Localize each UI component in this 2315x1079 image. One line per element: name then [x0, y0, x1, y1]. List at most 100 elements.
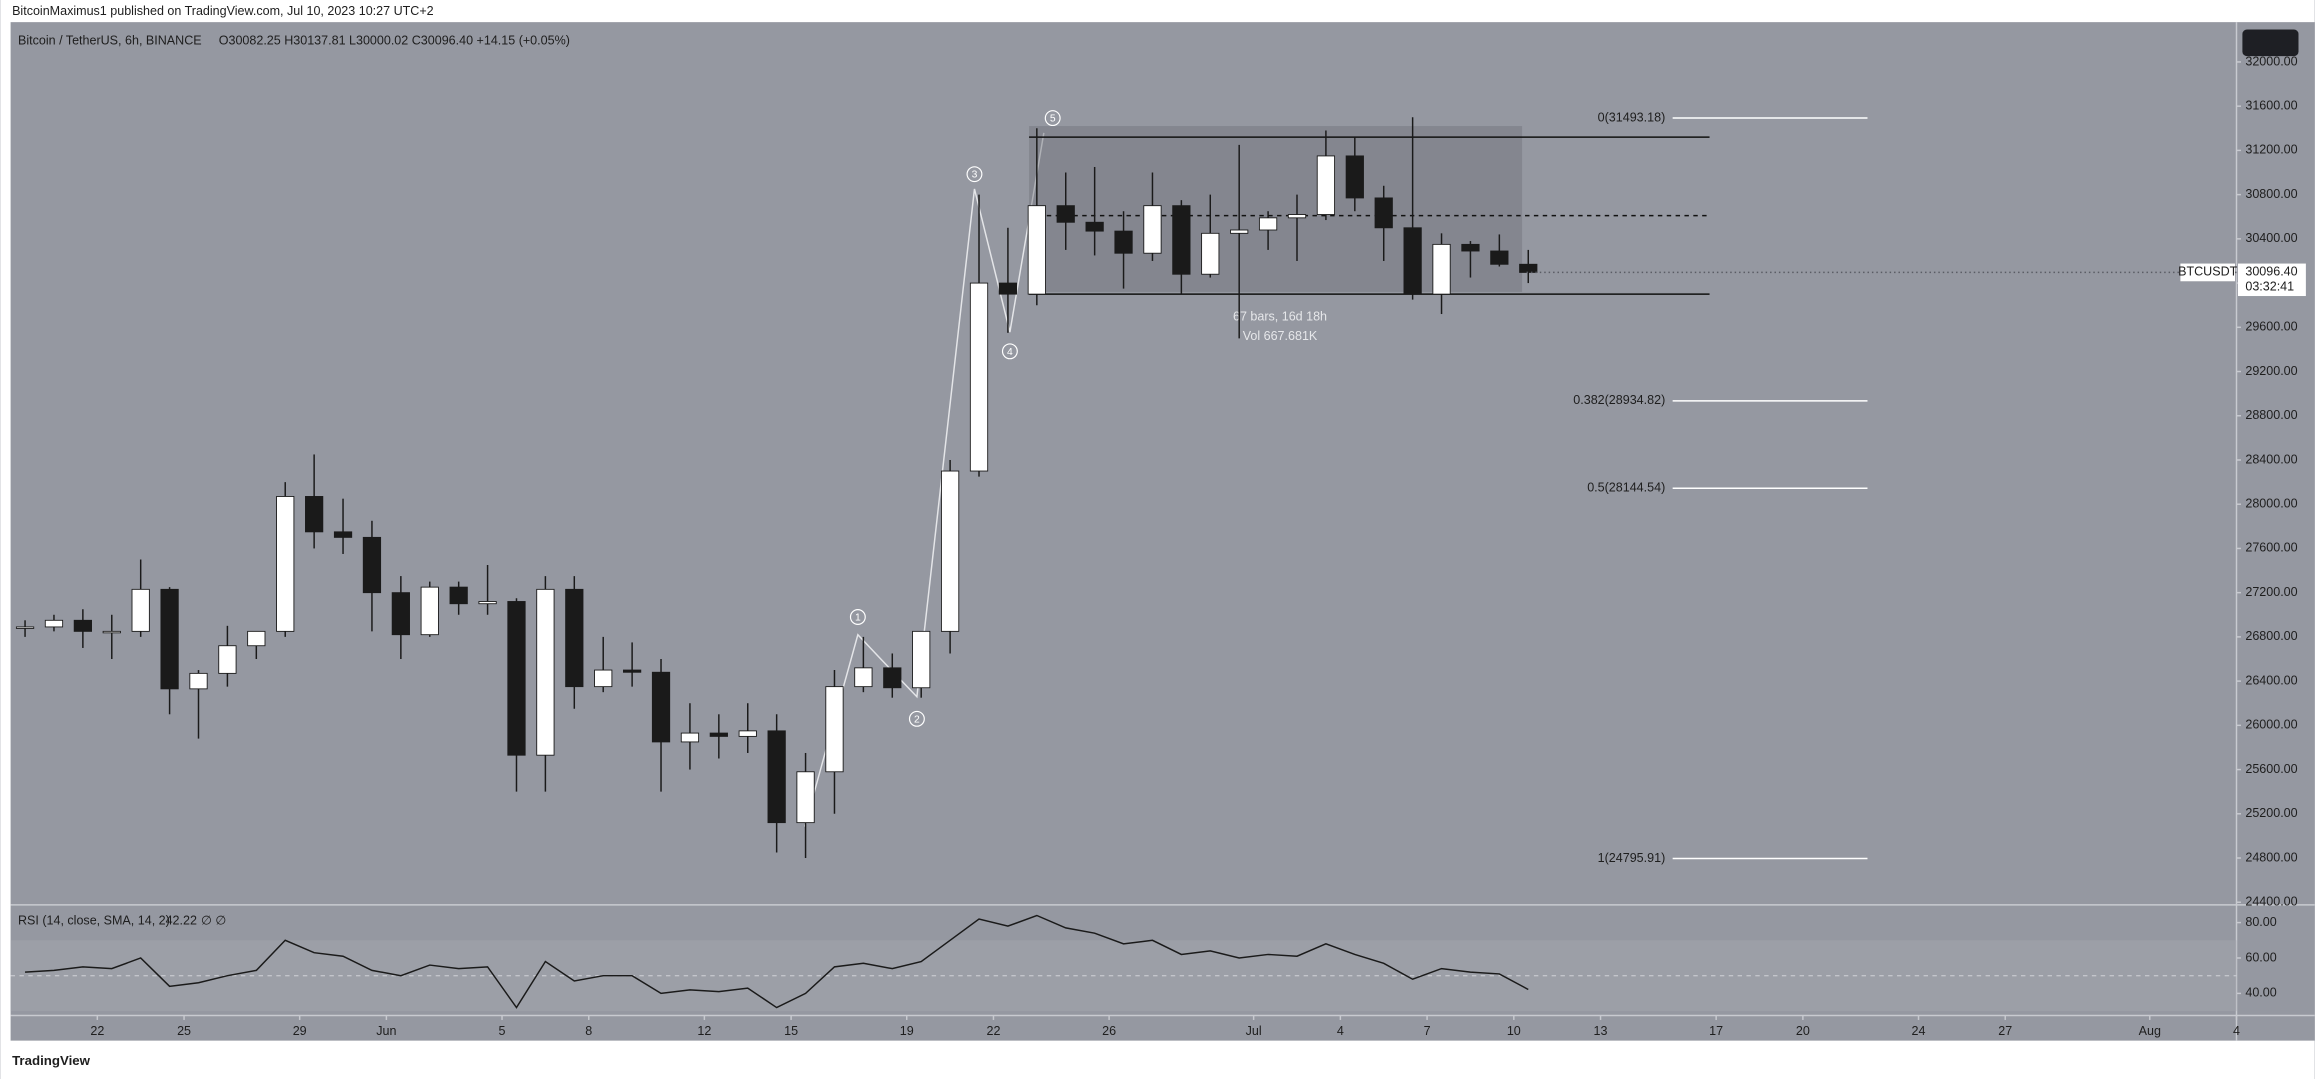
y-tick-label: 27200.00	[2245, 585, 2297, 599]
x-tick-label: 4	[1337, 1024, 1344, 1038]
x-tick-label: 24	[1912, 1024, 1926, 1038]
candle-body	[247, 630, 266, 647]
candle-body	[1287, 214, 1307, 219]
candle-body	[651, 671, 671, 743]
candle-body	[969, 282, 989, 472]
candle-body	[1258, 217, 1278, 231]
candle-body	[44, 619, 64, 628]
candle-body	[1490, 250, 1509, 265]
y-tick-label: 26000.00	[2245, 718, 2297, 732]
candle-body	[594, 669, 613, 688]
wave-label: 5	[1050, 114, 1056, 125]
x-tick-label: 20	[1796, 1024, 1810, 1038]
x-tick-label: 19	[900, 1024, 914, 1038]
symbol-tag	[2180, 263, 2236, 282]
candle-body	[1114, 230, 1133, 254]
symbol-tag-label: BTCUSDT	[2178, 265, 2238, 279]
toolbar-button[interactable]	[2242, 29, 2299, 57]
x-tick-label: Jun	[376, 1024, 396, 1038]
rsi-tick-label: 80.00	[2245, 915, 2276, 929]
candle-body	[1085, 221, 1104, 232]
candle-body	[1201, 232, 1220, 275]
candle-body	[1172, 205, 1191, 275]
x-tick-label: Aug	[2139, 1024, 2161, 1038]
candle-body	[449, 586, 468, 605]
candle-body	[767, 730, 786, 824]
wave-circle	[966, 166, 983, 183]
candle-body	[1230, 229, 1249, 234]
candle-body	[333, 531, 353, 538]
fib-label: 0(31493.18)	[1598, 110, 1666, 124]
candle-body	[305, 496, 324, 533]
x-tick-label: 10	[1507, 1024, 1521, 1038]
y-tick-label: 28000.00	[2245, 497, 2297, 511]
x-tick-label: 4	[2233, 1024, 2240, 1038]
range-stat: 67 bars, 16d 18h	[1233, 310, 1327, 324]
candle-body	[1432, 243, 1451, 295]
candle-body	[940, 470, 960, 632]
candle-body	[1027, 205, 1046, 295]
y-tick-label: 28400.00	[2245, 452, 2297, 466]
y-tick-label: 31600.00	[2245, 98, 2297, 112]
candle-body	[73, 619, 92, 632]
y-tick-label: 24400.00	[2245, 895, 2297, 909]
wave-circle	[1001, 343, 1018, 360]
candle-body	[218, 645, 237, 674]
y-tick-label: 25200.00	[2245, 806, 2297, 820]
candle-body	[680, 732, 700, 743]
candle-body	[391, 592, 410, 636]
rsi-line	[25, 914, 1529, 1009]
candle-body	[796, 771, 815, 824]
x-tick-label: 26	[1102, 1024, 1116, 1038]
candle-body	[912, 630, 931, 689]
ohlc-legend: O30082.25 H30137.81 L30000.02 C30096.40 …	[219, 34, 570, 48]
logo: TradingView	[12, 1053, 91, 1068]
rsi-tick-label: 40.00	[2245, 986, 2276, 1000]
candle-body	[102, 630, 121, 634]
candle-body	[998, 282, 1018, 295]
candle-body	[160, 588, 179, 690]
plot-background	[10, 22, 2237, 1041]
x-tick-label: 22	[986, 1024, 1000, 1038]
y-tick-label: 25600.00	[2245, 762, 2297, 776]
candle-body	[1316, 155, 1336, 215]
candle-body	[1345, 155, 1364, 199]
wave-circle	[849, 609, 866, 625]
header: BitcoinMaximus1 published on TradingView…	[12, 4, 434, 18]
x-tick-label: 5	[499, 1024, 506, 1038]
x-tick-label: 15	[784, 1024, 798, 1038]
wave-label: 3	[972, 170, 978, 181]
x-tick-label: Jul	[1246, 1024, 1262, 1038]
candle-body	[1143, 205, 1162, 254]
x-tick-label: 12	[697, 1024, 711, 1038]
wave-circle	[1044, 110, 1061, 127]
candle-body	[362, 536, 382, 594]
price-axis	[2236, 22, 2315, 1041]
wave-circle	[908, 710, 925, 727]
x-tick-label: 25	[177, 1024, 191, 1038]
x-tick-label: 22	[90, 1024, 104, 1038]
price-tag-label: 30096.40	[2245, 265, 2297, 279]
wave-label: 4	[1007, 347, 1013, 358]
wave-label: 1	[855, 612, 861, 623]
x-tick-label: 8	[585, 1024, 592, 1038]
wave-path	[804, 132, 1045, 827]
candle-body	[565, 588, 584, 688]
rsi-value: 42.22	[166, 913, 197, 927]
candle-body	[883, 667, 902, 689]
candle-body	[1403, 227, 1422, 295]
x-tick-label: 29	[293, 1024, 307, 1038]
x-tick-label: 27	[1998, 1024, 2012, 1038]
rsi-title: RSI (14, close, SMA, 14, 2)	[18, 913, 170, 927]
candle-body	[536, 588, 555, 756]
candle-body	[189, 672, 208, 690]
y-tick-label: 30800.00	[2245, 187, 2297, 201]
candle-body	[420, 586, 439, 636]
candle-body	[825, 686, 844, 773]
candle-body	[478, 601, 497, 605]
fib-label: 1(24795.91)	[1598, 851, 1666, 865]
candle-body	[276, 496, 295, 632]
candle-body	[854, 667, 873, 688]
y-tick-label: 29200.00	[2245, 364, 2297, 378]
